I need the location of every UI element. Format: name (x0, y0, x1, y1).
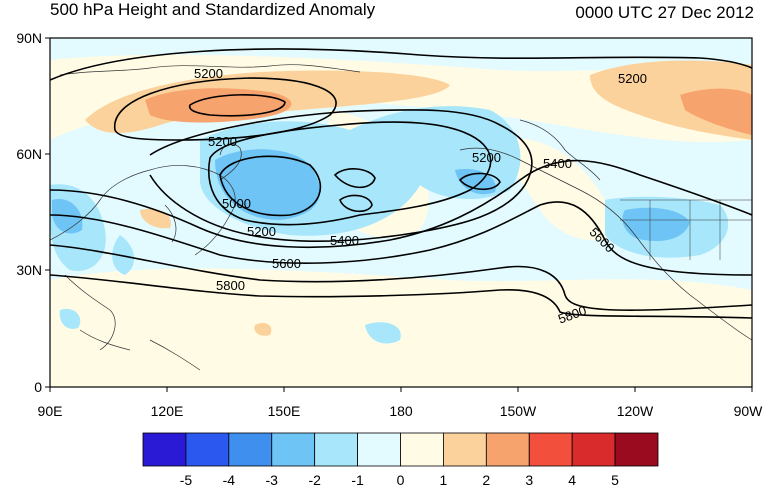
map-title: 500 hPa Height and Standardized Anomaly (50, 0, 376, 19)
contour-label-11: 5800 (216, 278, 245, 293)
contour-label-6: 5200 (247, 224, 276, 239)
contour-5200-arctic (114, 77, 337, 141)
colorbar-swatch (614, 432, 659, 467)
colorbar-swatch (528, 432, 573, 467)
coastlines (50, 64, 752, 371)
anomaly-neg-tropical (365, 322, 401, 344)
anomaly-shading (50, 38, 752, 387)
colorbar-swatch (400, 432, 444, 467)
colorbar-tick-label: -2 (308, 472, 321, 488)
lat-label-30n: 30N (16, 262, 42, 278)
lon-label-150e: 150E (268, 403, 301, 419)
lat-label-90n: 90N (16, 30, 42, 46)
anomaly-pos-weak-tropics (50, 268, 752, 387)
anomaly-neg-indonesia (59, 308, 81, 329)
anomaly-pos-canada-strong (680, 88, 752, 135)
contour-5000 (219, 155, 322, 217)
colorbar-tick-label: 1 (440, 472, 448, 488)
colorbar: -5 -4 -3 -2 -1 0 1 2 3 4 5 (142, 432, 659, 488)
lon-label-120e: 120E (151, 403, 184, 419)
contour-label-5: 5000 (222, 196, 251, 211)
coast-alaska (519, 119, 601, 181)
contour-label-8: 5400 (543, 156, 572, 171)
lon-label-150w: 150W (500, 403, 537, 419)
anomaly-neg-china (112, 235, 135, 275)
colorbar-tick-label: -5 (180, 472, 193, 488)
lon-label-120w: 120W (617, 403, 654, 419)
us-state-lines (620, 199, 752, 260)
colorbar-swatch (571, 432, 616, 467)
contour-low-2 (339, 194, 373, 213)
contour-low-alaska (458, 172, 501, 191)
colorbar-swatch (142, 432, 187, 467)
lon-label-90w: 90W (734, 403, 764, 419)
contour-5200-north (50, 48, 752, 81)
contour-label-7: 5400 (330, 233, 359, 248)
colorbar-tick-label: 5 (611, 472, 619, 488)
contour-low-1 (333, 168, 376, 189)
colorbar-tick-label: -4 (223, 472, 236, 488)
contour-5400 (50, 159, 752, 249)
colorbar-tick-label: 3 (525, 472, 533, 488)
colorbar-tick-label: 0 (397, 472, 405, 488)
coast-arctic (59, 64, 361, 76)
colorbar-swatch (314, 432, 358, 467)
contour-5400-ring (149, 109, 533, 242)
contour-label-2: 5200 (618, 71, 647, 86)
coast-north-america (459, 147, 752, 341)
colorbar-tick-label: -3 (266, 472, 279, 488)
colorbar-swatch (228, 432, 273, 467)
colorbar-tick-label: 2 (482, 472, 490, 488)
contour-label-4: 5200 (472, 150, 501, 165)
colorbar-swatch (357, 432, 401, 467)
contour-5200-pacific (208, 121, 492, 226)
contour-labels: 5200 5200 5200 5200 5000 5200 5400 5400 … (194, 66, 647, 327)
colorbar-swatch (185, 432, 230, 467)
contour-label-9: 5600 (272, 256, 301, 271)
colorbar-swatch (271, 432, 316, 467)
coast-japan (164, 204, 177, 243)
longitude-axis: 90E 120E 150E 180 150W 120W 90W (38, 387, 764, 419)
anomaly-pos-japan (140, 208, 171, 229)
anomaly-pos-weak-gulf (500, 138, 620, 241)
lon-label-180: 180 (389, 403, 413, 419)
lat-label-60n: 60N (16, 146, 42, 162)
colorbar-swatch (443, 432, 487, 467)
coast-maritime (79, 329, 201, 371)
anomaly-neg-usa-strong (622, 207, 690, 242)
contour-5700 (50, 244, 752, 311)
coast-seasia (64, 274, 116, 351)
latitude-axis: 90N 60N 30N 0 (16, 30, 50, 395)
contour-5600 (50, 201, 752, 276)
lat-label-0: 0 (34, 379, 42, 395)
contour-label-3: 5200 (208, 134, 237, 149)
contour-5200-arctic-inner (188, 94, 286, 117)
colorbar-swatch (485, 432, 530, 467)
anomaly-neg-pacific-strong (215, 149, 320, 220)
valid-time: 0000 UTC 27 Dec 2012 (575, 3, 754, 22)
contour-label-1: 5200 (194, 66, 223, 81)
colorbar-tick-label: 4 (568, 472, 576, 488)
contour-5800 (50, 274, 752, 319)
height-contours (50, 48, 752, 319)
lon-label-90e: 90E (38, 403, 63, 419)
anomaly-pos-tropical (254, 323, 272, 336)
coast-asia (50, 165, 236, 256)
colorbar-tick-label: -1 (351, 472, 364, 488)
